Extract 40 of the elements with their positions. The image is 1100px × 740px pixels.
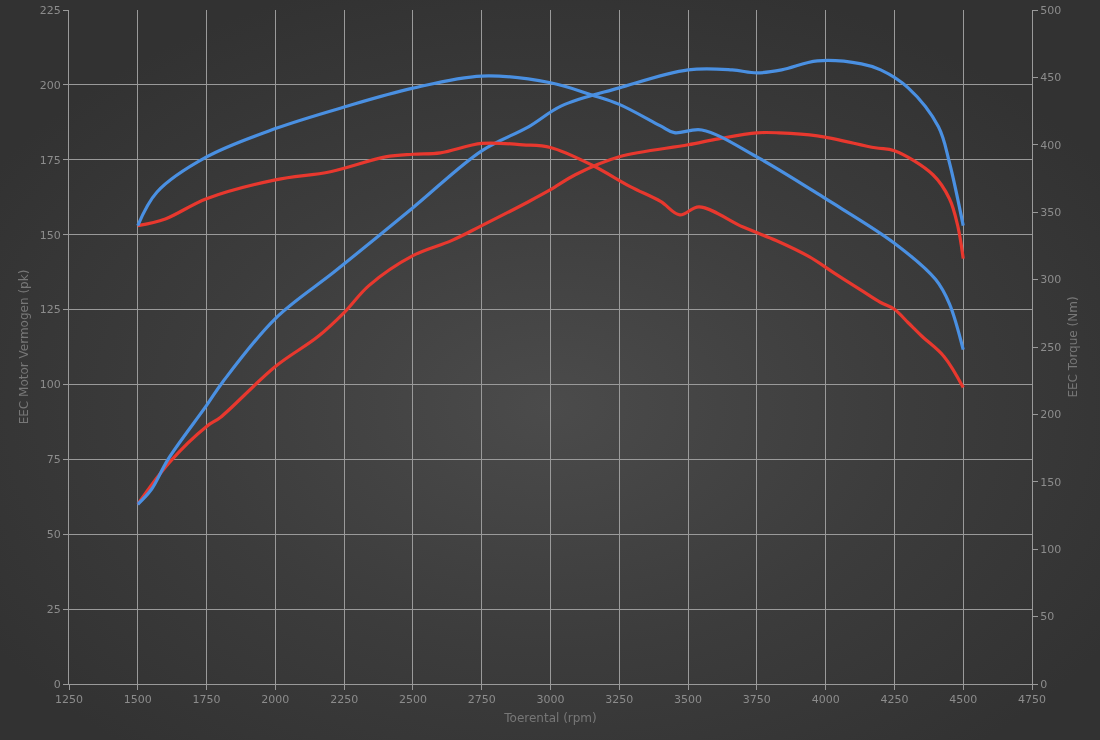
x-tick-label: 2000: [261, 693, 290, 707]
x-tick-label: 4000: [811, 693, 840, 707]
y2-tick-label: 150: [1040, 475, 1062, 489]
y-tick-label: 100: [39, 378, 61, 392]
x-tick-label: 3000: [536, 693, 565, 707]
y-tick-label: 200: [39, 78, 61, 92]
y2-tick-label: 300: [1040, 273, 1062, 287]
y-tick-label: 50: [46, 528, 61, 542]
x-tick-label: 2500: [398, 693, 427, 707]
x-tick-label: 3750: [742, 693, 771, 707]
y-tick-label: 225: [39, 3, 61, 17]
y-axis-title: EEC Motor Vermogen (pk): [17, 269, 32, 425]
y2-tick-label: 100: [1040, 543, 1062, 557]
y2-tick-label: 400: [1040, 138, 1062, 152]
y2-tick-label: 250: [1040, 340, 1062, 354]
x-tick-label: 4750: [1018, 693, 1046, 707]
y2-tick-label: 0: [1040, 677, 1048, 691]
y2-tick-label: 200: [1040, 408, 1062, 422]
y-tick-label: 175: [39, 153, 61, 167]
y2-tick-label: 500: [1040, 3, 1062, 17]
x-tick-label: 1500: [123, 693, 152, 707]
x-tick-label: 2750: [467, 693, 496, 707]
x-tick-label: 3500: [674, 693, 703, 707]
line-series: [136, 59, 965, 506]
x-tick-label: 2250: [330, 693, 359, 707]
y2-axis-title: EEC Torque (Nm): [1066, 296, 1081, 398]
y2-tick-label: 350: [1040, 206, 1062, 220]
x-tick-label: 1250: [55, 693, 83, 707]
y-tick-label: 0: [53, 677, 61, 691]
x-tick-label: 1750: [192, 693, 221, 707]
x-tick-label: 3250: [605, 693, 634, 707]
y-tick-label: 125: [39, 303, 61, 317]
x-tick-label: 4500: [949, 693, 978, 707]
y2-tick-label: 50: [1040, 610, 1055, 624]
y2-tick-label: 450: [1040, 71, 1062, 85]
x-axis-title: Toerental (rpm): [503, 711, 597, 726]
x-tick-label: 4250: [880, 693, 909, 707]
y-tick-label: 75: [46, 453, 61, 467]
y-tick-label: 150: [39, 228, 61, 242]
y-tick-label: 25: [46, 602, 61, 616]
